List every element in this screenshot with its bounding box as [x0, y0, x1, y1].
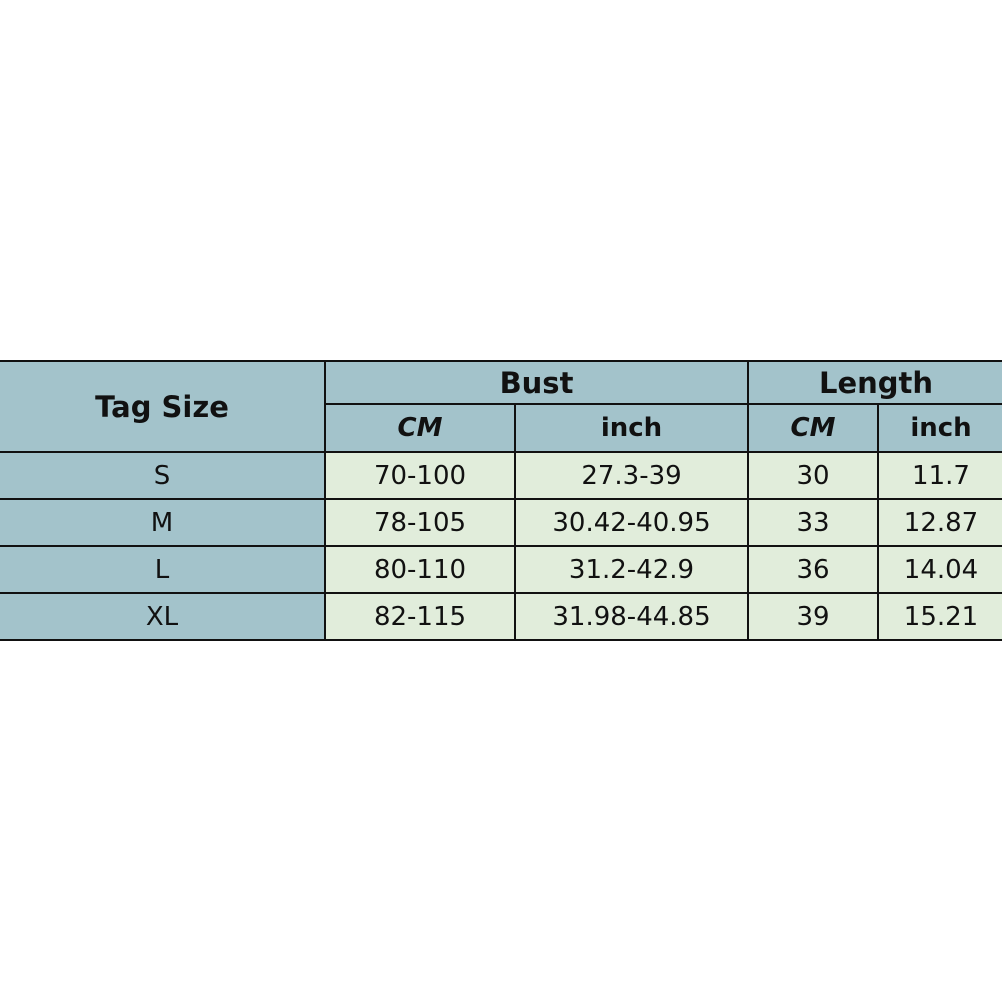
- bust-inch-cell: 31.2-42.9: [514, 545, 749, 594]
- table-row: S 70-100 27.3-39 30 11.7: [0, 451, 1002, 500]
- length-inch-cell: 12.87: [877, 498, 1002, 547]
- length-inch-cell: 15.21: [877, 592, 1002, 641]
- size-cell: XL: [0, 592, 326, 641]
- length-inch-cell: 14.04: [877, 545, 1002, 594]
- length-cm-cell: 33: [747, 498, 879, 547]
- bust-inch-header: inch: [514, 403, 749, 453]
- length-cm-cell: 30: [747, 451, 879, 500]
- length-inch-cell: 11.7: [877, 451, 1002, 500]
- bust-cm-cell: 82-115: [324, 592, 516, 641]
- tag-size-header: Tag Size: [0, 360, 326, 453]
- size-cell: L: [0, 545, 326, 594]
- length-cm-cell: 39: [747, 592, 879, 641]
- header-row-units: CM inch CM inch: [0, 403, 1002, 453]
- bust-cm-cell: 70-100: [324, 451, 516, 500]
- table-row: L 80-110 31.2-42.9 36 14.04: [0, 545, 1002, 594]
- table-row: M 78-105 30.42-40.95 33 12.87: [0, 498, 1002, 547]
- length-header: Length: [747, 360, 1002, 405]
- size-cell: M: [0, 498, 326, 547]
- bust-cm-cell: 78-105: [324, 498, 516, 547]
- bust-cm-cell: 80-110: [324, 545, 516, 594]
- bust-inch-cell: 27.3-39: [514, 451, 749, 500]
- bust-cm-header: CM: [324, 403, 516, 453]
- bust-inch-cell: 30.42-40.95: [514, 498, 749, 547]
- length-inch-header: inch: [877, 403, 1002, 453]
- length-cm-cell: 36: [747, 545, 879, 594]
- length-cm-header: CM: [747, 403, 879, 453]
- size-cell: S: [0, 451, 326, 500]
- bust-header: Bust: [324, 360, 749, 405]
- size-chart-table: Tag Size Bust Length CM inch CM inch S 70…: [0, 360, 1002, 641]
- table-row: XL 82-115 31.98-44.85 39 15.21: [0, 592, 1002, 641]
- bust-inch-cell: 31.98-44.85: [514, 592, 749, 641]
- header-row-groups: Tag Size Bust Length: [0, 360, 1002, 453]
